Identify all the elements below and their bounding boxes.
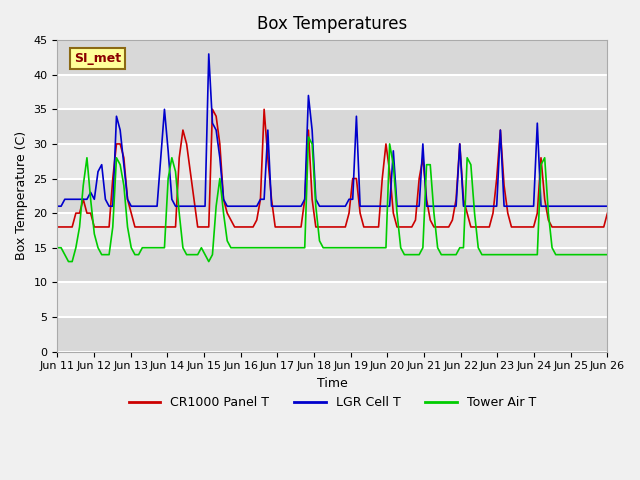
Bar [58, 282, 607, 317]
Tower Air T [349, 245, 356, 251]
Tower Air T [65, 259, 72, 264]
Tower Air T [371, 245, 379, 251]
CR1000 Panel T [209, 107, 216, 112]
CR1000 Panel T [511, 224, 519, 230]
Tower Air T [604, 252, 611, 258]
LGR Cell T [275, 204, 283, 209]
Bar [58, 213, 607, 248]
CR1000 Panel T [345, 210, 353, 216]
Title: Box Temperatures: Box Temperatures [257, 15, 408, 33]
Line: CR1000 Panel T: CR1000 Panel T [58, 109, 607, 227]
LGR Cell T [604, 204, 611, 209]
CR1000 Panel T [238, 224, 246, 230]
Line: LGR Cell T: LGR Cell T [58, 54, 607, 206]
CR1000 Panel T [604, 210, 611, 216]
Bar [58, 144, 607, 179]
X-axis label: Time: Time [317, 377, 348, 390]
Tower Air T [54, 245, 61, 251]
Bar [58, 40, 607, 75]
Tower Air T [275, 245, 283, 251]
Legend: CR1000 Panel T, LGR Cell T, Tower Air T: CR1000 Panel T, LGR Cell T, Tower Air T [124, 391, 541, 414]
Y-axis label: Box Temperature (C): Box Temperature (C) [15, 131, 28, 260]
CR1000 Panel T [438, 224, 445, 230]
Text: SI_met: SI_met [74, 52, 121, 65]
Bar [58, 179, 607, 213]
LGR Cell T [511, 204, 519, 209]
CR1000 Panel T [54, 224, 61, 230]
CR1000 Panel T [367, 224, 375, 230]
Line: Tower Air T: Tower Air T [58, 137, 607, 262]
LGR Cell T [438, 204, 445, 209]
Tower Air T [515, 252, 523, 258]
LGR Cell T [238, 204, 246, 209]
Bar [58, 75, 607, 109]
Tower Air T [305, 134, 312, 140]
Tower Air T [238, 245, 246, 251]
LGR Cell T [205, 51, 212, 57]
LGR Cell T [367, 204, 375, 209]
Bar [58, 109, 607, 144]
LGR Cell T [345, 196, 353, 202]
Tower Air T [441, 252, 449, 258]
CR1000 Panel T [275, 224, 283, 230]
Bar [58, 317, 607, 351]
Bar [58, 248, 607, 282]
LGR Cell T [54, 204, 61, 209]
